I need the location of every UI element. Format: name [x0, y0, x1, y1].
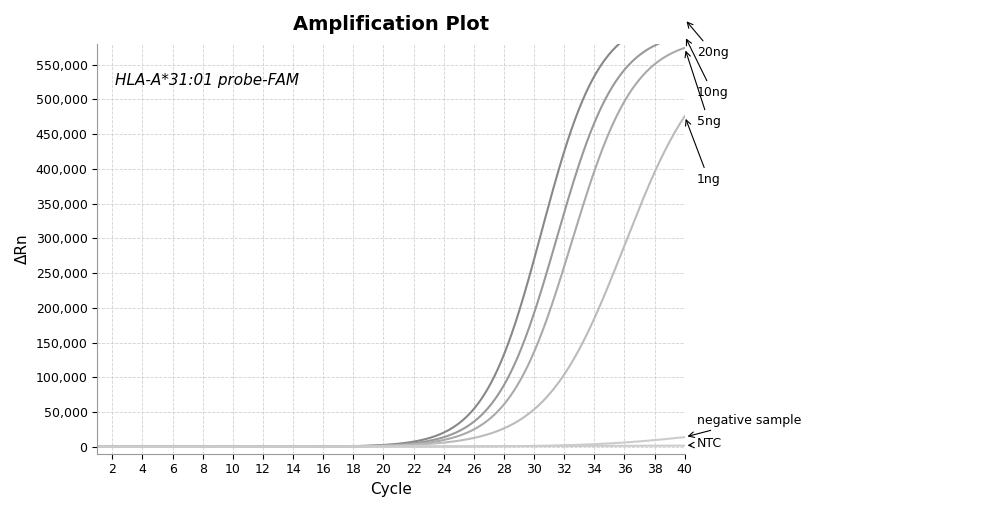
Text: 1ng: 1ng [686, 120, 721, 186]
Text: 10ng: 10ng [686, 39, 729, 99]
X-axis label: Cycle: Cycle [370, 482, 412, 497]
Text: HLA-A*31:01 probe-FAM: HLA-A*31:01 probe-FAM [115, 73, 299, 88]
Text: negative sample: negative sample [689, 414, 801, 437]
Title: Amplification Plot: Amplification Plot [293, 15, 489, 34]
Text: 20ng: 20ng [687, 22, 729, 59]
Text: 5ng: 5ng [685, 52, 721, 128]
Text: NTC: NTC [689, 437, 722, 451]
Y-axis label: ΔRn: ΔRn [15, 233, 30, 264]
